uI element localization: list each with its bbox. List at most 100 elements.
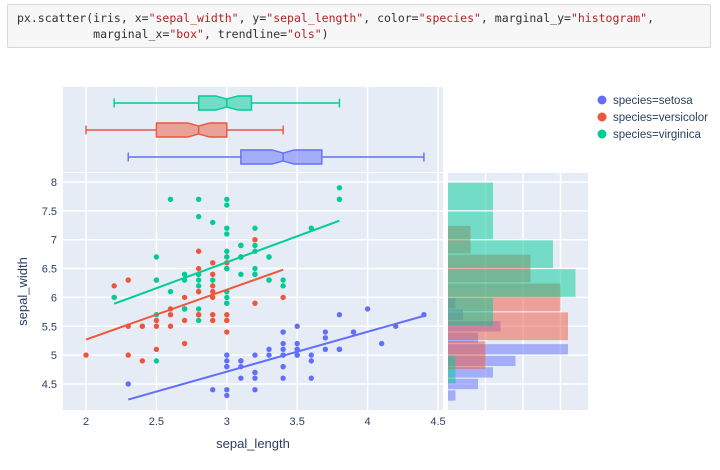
scatter-point-setosa[interactable] — [252, 375, 258, 381]
scatter-point-setosa[interactable] — [280, 329, 286, 335]
code-cell[interactable]: px.scatter(iris, x="sepal_width", y="sep… — [7, 4, 711, 48]
scatter-point-virginica[interactable] — [153, 277, 160, 283]
scatter-point-setosa[interactable] — [125, 381, 131, 387]
scatter-point-versicolor[interactable] — [210, 283, 216, 289]
scatter-point-setosa[interactable] — [224, 387, 230, 393]
scatter-point-setosa[interactable] — [252, 352, 258, 358]
scatter-point-setosa[interactable] — [294, 323, 300, 329]
scatter-point-versicolor[interactable] — [280, 294, 286, 301]
scatter-point-setosa[interactable] — [294, 340, 300, 347]
scatter-point-setosa[interactable] — [350, 329, 357, 335]
scatter-point-virginica[interactable] — [280, 283, 286, 289]
scatter-point-setosa[interactable] — [224, 352, 230, 358]
scatter-point-setosa[interactable] — [322, 335, 329, 341]
scatter-point-virginica[interactable] — [224, 294, 230, 301]
scatter-point-versicolor[interactable] — [181, 294, 188, 301]
scatter-point-virginica[interactable] — [252, 265, 258, 272]
legend-marker-virginica[interactable] — [597, 129, 607, 139]
scatter-point-setosa[interactable] — [378, 340, 385, 347]
scatter-point-setosa[interactable] — [224, 392, 230, 399]
scatter-point-virginica[interactable] — [195, 277, 202, 283]
scatter-point-setosa[interactable] — [266, 346, 272, 353]
scatter-point-setosa[interactable] — [224, 358, 230, 364]
scatter-point-virginica[interactable] — [224, 225, 230, 231]
main-scatter-panel[interactable] — [63, 173, 443, 410]
histogram-bar-virginica[interactable] — [448, 269, 576, 297]
scatter-point-versicolor[interactable] — [125, 277, 131, 283]
box-plot-versicolor[interactable] — [155, 122, 228, 138]
scatter-point-virginica[interactable] — [210, 219, 216, 226]
trendline-setosa[interactable] — [127, 314, 425, 401]
legend-marker-versicolor[interactable] — [597, 112, 607, 122]
scatter-point-setosa[interactable] — [322, 329, 329, 335]
scatter-point-setosa[interactable] — [364, 306, 371, 312]
histogram-bar-virginica[interactable] — [448, 355, 456, 384]
box-plot-setosa[interactable] — [240, 149, 323, 165]
scatter-point-versicolor[interactable] — [210, 271, 216, 278]
histogram-bar-virginica[interactable] — [448, 211, 493, 240]
scatter-point-virginica[interactable] — [336, 185, 343, 191]
scatter-point-setosa[interactable] — [280, 346, 286, 353]
scatter-point-versicolor[interactable] — [153, 346, 160, 353]
scatter-point-versicolor[interactable] — [195, 312, 202, 318]
legend-marker-setosa[interactable] — [597, 95, 607, 105]
scatter-point-setosa[interactable] — [280, 340, 286, 347]
scatter-point-versicolor[interactable] — [224, 317, 230, 324]
scatter-point-versicolor[interactable] — [210, 312, 216, 318]
scatter-point-virginica[interactable] — [238, 271, 244, 278]
scatter-point-virginica[interactable] — [111, 294, 117, 301]
scatter-point-versicolor[interactable] — [125, 352, 131, 358]
scatter-point-versicolor[interactable] — [153, 317, 160, 324]
histogram-bar-setosa[interactable] — [448, 367, 493, 378]
scatter-point-versicolor[interactable] — [224, 312, 230, 318]
scatter-point-versicolor[interactable] — [195, 265, 202, 272]
scatter-point-versicolor[interactable] — [210, 288, 216, 295]
scatter-point-setosa[interactable] — [308, 375, 314, 381]
scatter-point-setosa[interactable] — [322, 346, 329, 353]
histogram-bar-virginica[interactable] — [448, 240, 553, 268]
trendline-virginica[interactable] — [113, 219, 340, 305]
scatter-point-virginica[interactable] — [224, 254, 230, 260]
scatter-point-versicolor[interactable] — [167, 323, 174, 329]
scatter-point-setosa[interactable] — [224, 363, 230, 370]
scatter-point-versicolor[interactable] — [181, 340, 188, 347]
scatter-point-virginica[interactable] — [181, 271, 188, 278]
scatter-point-versicolor[interactable] — [210, 317, 216, 324]
scatter-point-versicolor[interactable] — [139, 323, 146, 329]
scatter-point-virginica[interactable] — [195, 306, 202, 312]
scatter-point-virginica[interactable] — [167, 288, 174, 295]
scatter-point-virginica[interactable] — [224, 202, 230, 208]
histogram-bar-virginica[interactable] — [448, 182, 493, 211]
scatter-point-versicolor[interactable] — [153, 323, 160, 329]
scatter-point-versicolor[interactable] — [181, 317, 188, 324]
trendline-versicolor[interactable] — [85, 268, 284, 341]
scatter-point-setosa[interactable] — [266, 352, 272, 358]
scatter-point-virginica[interactable] — [195, 317, 202, 324]
scatter-point-setosa[interactable] — [280, 375, 286, 381]
scatter-point-virginica[interactable] — [210, 277, 216, 283]
scatter-point-setosa[interactable] — [238, 375, 244, 381]
scatter-point-virginica[interactable] — [280, 277, 286, 283]
scatter-point-virginica[interactable] — [238, 242, 244, 249]
scatter-point-virginica[interactable] — [224, 248, 230, 254]
scatter-point-versicolor[interactable] — [195, 288, 202, 295]
legend-item-versicolor[interactable]: species=versicolor — [613, 112, 708, 124]
scatter-point-setosa[interactable] — [280, 363, 286, 370]
scatter-point-virginica[interactable] — [266, 254, 272, 260]
scatter-point-virginica[interactable] — [153, 254, 160, 260]
scatter-point-setosa[interactable] — [238, 358, 244, 364]
scatter-point-setosa[interactable] — [294, 352, 300, 358]
scatter-point-virginica[interactable] — [153, 358, 160, 364]
histogram-bar-setosa[interactable] — [448, 344, 568, 355]
scatter-point-versicolor[interactable] — [167, 312, 174, 318]
histogram-bar-virginica[interactable] — [448, 298, 493, 326]
scatter-point-setosa[interactable] — [308, 358, 314, 364]
scatter-point-versicolor[interactable] — [224, 329, 230, 335]
histogram-bar-setosa[interactable] — [448, 378, 478, 390]
scatter-point-virginica[interactable] — [252, 271, 258, 278]
scatter-point-virginica[interactable] — [195, 213, 202, 220]
scatter-point-setosa[interactable] — [252, 369, 258, 376]
box-plot-virginica[interactable] — [197, 95, 253, 111]
scatter-point-virginica[interactable] — [167, 196, 174, 203]
scatter-point-setosa[interactable] — [336, 346, 343, 353]
